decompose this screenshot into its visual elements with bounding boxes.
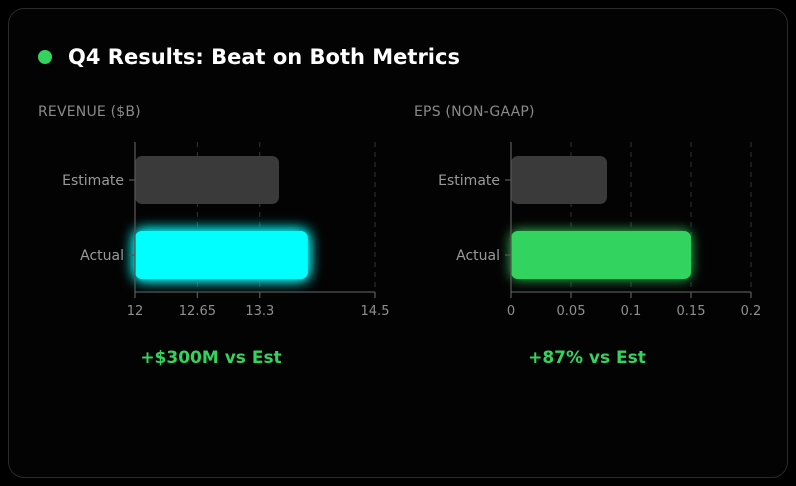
revenue-chart-title: REVENUE ($B)	[38, 104, 141, 120]
revenue-x-tick-label: 13.3	[245, 304, 274, 319]
status-dot-icon	[38, 50, 52, 64]
revenue-bar-estimate	[135, 156, 279, 204]
revenue-x-tick-label: 14.5	[361, 304, 390, 319]
revenue-bar-actual	[135, 231, 308, 279]
card-title: Q4 Results: Beat on Both Metrics	[68, 45, 460, 69]
eps-x-tick-label: 0.1	[621, 304, 642, 319]
revenue-category-label: Estimate	[62, 173, 124, 189]
eps-x-tick-label: 0	[507, 304, 515, 319]
revenue-x-tick-label: 12.65	[179, 304, 216, 319]
eps-x-tick-label: 0.15	[677, 304, 706, 319]
revenue-chart: Estimate Actual 12 12.65 13.3 14.5	[62, 142, 389, 319]
eps-chart-title: EPS (NON-GAAP)	[414, 104, 535, 120]
revenue-category-label: Actual	[80, 248, 124, 264]
revenue-beat-annotation: +$300M vs Est	[140, 348, 282, 368]
eps-x-tick-label: 0.05	[557, 304, 586, 319]
revenue-x-tick-label: 12	[127, 304, 144, 319]
eps-category-label: Actual	[456, 248, 500, 264]
eps-chart: Estimate Actual 0 0.05 0.1 0.15 0.2	[438, 142, 761, 319]
eps-x-tick-label: 0.2	[741, 304, 762, 319]
eps-category-label: Estimate	[438, 173, 500, 189]
eps-bar-actual	[511, 231, 691, 279]
eps-beat-annotation: +87% vs Est	[528, 348, 646, 368]
eps-bar-estimate	[511, 156, 607, 204]
